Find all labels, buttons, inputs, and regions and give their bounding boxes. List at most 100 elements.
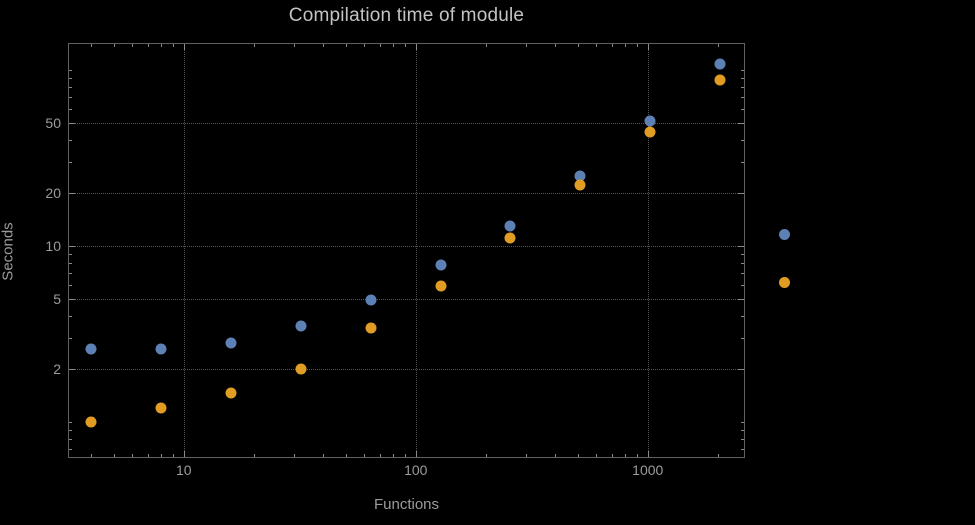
x-minor-tick [173,44,175,47]
y-minor-tick [741,448,744,450]
legend-marker-series-2 [779,276,790,288]
y-minor-tick [741,262,744,264]
x-minor-tick [91,44,93,47]
y-minor-tick [69,86,72,88]
x-gridline [183,44,185,457]
y-minor-tick [741,438,744,440]
x-minor-tick [555,454,557,457]
x-minor-tick [596,44,598,47]
legend [779,228,798,324]
y-minor-tick [741,315,744,317]
data-point-series-1 [504,220,516,232]
y-major-tick [738,368,744,370]
x-minor-tick [526,454,528,457]
y-minor-tick [741,272,744,274]
y-major-tick [738,192,744,194]
data-point-series-1 [225,337,237,349]
x-minor-tick [379,44,381,47]
y-minor-tick [741,284,744,286]
data-point-series-1 [644,115,656,127]
x-minor-tick [526,44,528,47]
y-minor-tick [741,86,744,88]
x-minor-tick [161,44,163,47]
x-minor-tick [132,454,134,457]
x-minor-tick [611,454,613,457]
data-point-series-1 [574,170,586,182]
y-minor-tick [69,253,72,255]
x-major-tick [647,44,649,50]
x-major-tick [415,44,417,50]
data-point-series-2 [504,232,516,244]
y-tick-label: 2 [53,360,61,377]
y-minor-tick [69,272,72,274]
y-minor-tick [741,77,744,79]
x-minor-tick [393,44,395,47]
x-major-tick [183,451,185,457]
x-minor-tick [625,454,627,457]
y-minor-tick [69,421,72,423]
y-minor-tick [741,96,744,98]
x-minor-tick [555,44,557,47]
legend-item-series-2 [779,276,798,288]
x-minor-tick [161,454,163,457]
data-point-series-1 [295,320,307,332]
y-tick-label: 5 [53,290,61,307]
data-point-series-2 [225,387,237,399]
x-minor-tick [323,44,325,47]
x-major-tick [415,451,417,457]
plot-area: 10 100 1000 2 5 10 20 50 [45,43,745,478]
y-tick-label: 20 [45,184,61,201]
y-minor-tick [741,108,744,110]
x-major-tick [183,44,185,50]
y-major-tick [738,122,744,124]
data-point-series-2 [714,74,726,86]
x-minor-tick [625,44,627,47]
y-major-tick [69,192,75,194]
x-minor-tick [596,454,598,457]
y-gridline [69,245,744,247]
data-point-series-2 [574,179,586,191]
data-point-series-2 [435,280,447,292]
y-minor-tick [741,253,744,255]
x-minor-tick [611,44,613,47]
x-minor-tick [294,44,296,47]
x-minor-tick [345,454,347,457]
x-major-tick [647,451,649,457]
data-point-series-2 [155,402,167,414]
x-minor-tick [485,454,487,457]
y-minor-tick [69,69,72,71]
data-point-series-1 [435,259,447,271]
x-minor-tick [637,454,639,457]
x-minor-tick [405,44,407,47]
data-point-series-2 [295,363,307,375]
y-minor-tick [69,337,72,339]
x-minor-tick [345,44,347,47]
data-point-series-2 [85,416,97,428]
data-point-series-2 [644,126,656,138]
x-tick-label: 100 [404,462,428,478]
x-minor-tick [173,454,175,457]
y-minor-tick [69,108,72,110]
x-minor-tick [91,454,93,457]
y-minor-tick [741,139,744,141]
x-minor-tick [294,454,296,457]
x-minor-tick [364,454,366,457]
y-major-tick [69,245,75,247]
legend-item-series-1 [779,228,798,240]
y-minor-tick [69,284,72,286]
y-minor-tick [69,96,72,98]
x-minor-tick [132,44,134,47]
y-axis-label: Seconds [0,222,17,281]
y-minor-tick [741,337,744,339]
y-tick-label: 10 [45,237,61,254]
y-gridline [69,192,744,194]
x-minor-tick [113,44,115,47]
x-minor-tick [323,454,325,457]
x-minor-tick [364,44,366,47]
y-gridline [69,368,744,370]
x-minor-tick [253,44,255,47]
x-minor-tick [717,454,719,457]
chart-title: Compilation time of module [288,5,525,26]
data-point-series-2 [365,322,377,334]
y-minor-tick [741,69,744,71]
